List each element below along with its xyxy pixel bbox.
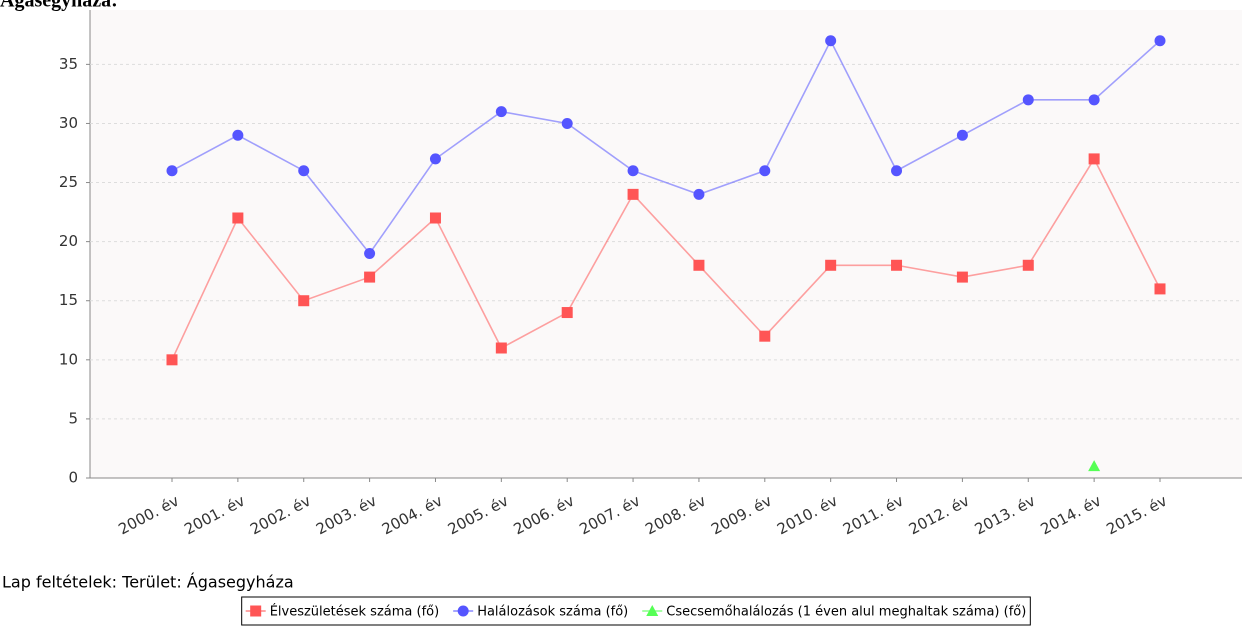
y-tick-label: 10 bbox=[59, 350, 78, 368]
x-tick-label: 2006. év bbox=[511, 492, 578, 539]
x-tick-label: 2001. év bbox=[181, 492, 248, 539]
series-line bbox=[171, 157, 1161, 361]
legend-label: Halálozások száma (fő) bbox=[477, 605, 628, 620]
series-line bbox=[171, 38, 1161, 255]
y-tick-label: 30 bbox=[59, 114, 78, 132]
marker bbox=[693, 259, 705, 271]
plot-area bbox=[90, 10, 1242, 478]
legend-marker bbox=[646, 605, 659, 616]
marker bbox=[561, 117, 573, 129]
footer: Lap feltételek: Terület: Ágasegyháza bbox=[2, 573, 294, 592]
x-tick-label: 2003. év bbox=[313, 492, 380, 539]
legend-label: Élveszületések száma (fő) bbox=[270, 604, 440, 620]
marker bbox=[1154, 283, 1166, 295]
marker bbox=[1022, 259, 1034, 271]
x-tick-label: 2007. év bbox=[576, 492, 643, 539]
x-tick-label: 2010. év bbox=[774, 492, 841, 539]
legend-marker bbox=[457, 605, 469, 617]
marker bbox=[232, 212, 244, 224]
x-tick-label: 2013. év bbox=[972, 492, 1039, 539]
x-tick-label: 2014. év bbox=[1038, 492, 1105, 539]
marker bbox=[232, 129, 244, 141]
marker bbox=[166, 165, 178, 177]
y-tick-label: 5 bbox=[68, 409, 78, 427]
marker bbox=[166, 354, 178, 366]
marker bbox=[364, 271, 376, 283]
marker bbox=[759, 165, 771, 177]
legend: Élveszületések száma (fő) Halálozások szá… bbox=[241, 596, 1031, 626]
marker bbox=[956, 129, 968, 141]
marker bbox=[364, 247, 376, 259]
marker bbox=[1022, 94, 1034, 106]
x-tick-label: 2000. év bbox=[115, 492, 182, 539]
marker bbox=[825, 35, 837, 47]
x-tick-label: 2004. év bbox=[379, 492, 446, 539]
x-tick-label: 2011. év bbox=[840, 492, 907, 539]
marker bbox=[1088, 460, 1101, 472]
marker bbox=[298, 165, 310, 177]
marker bbox=[429, 212, 441, 224]
marker bbox=[1088, 94, 1100, 106]
marker bbox=[956, 271, 968, 283]
marker bbox=[429, 153, 441, 165]
x-tick-label: 2005. év bbox=[445, 492, 512, 539]
x-tick-label: 2015. év bbox=[1103, 492, 1170, 539]
marker bbox=[561, 307, 573, 319]
chart-title: Ágasegyháza: bbox=[0, 0, 118, 12]
legend-marker bbox=[250, 605, 262, 617]
marker bbox=[825, 259, 837, 271]
x-tick-label: 2009. év bbox=[708, 492, 775, 539]
legend-box bbox=[241, 596, 1031, 626]
marker bbox=[891, 165, 903, 177]
marker bbox=[891, 259, 903, 271]
marker bbox=[1154, 35, 1166, 47]
marker bbox=[627, 165, 639, 177]
marker bbox=[495, 106, 507, 118]
marker bbox=[627, 188, 639, 200]
marker bbox=[759, 330, 771, 342]
y-tick-label: 15 bbox=[59, 291, 78, 309]
y-tick-label: 35 bbox=[59, 55, 78, 73]
marker bbox=[1088, 153, 1100, 165]
x-tick-label: 2002. év bbox=[247, 492, 314, 539]
marker bbox=[693, 188, 705, 200]
marker bbox=[495, 342, 507, 354]
x-tick-label: 2012. év bbox=[906, 492, 973, 539]
legend-label: Csecsemőhalálozás (1 éven alul meghaltak… bbox=[666, 605, 1026, 620]
x-tick-label: 2008. év bbox=[642, 492, 709, 539]
y-tick-label: 25 bbox=[59, 173, 78, 191]
marker bbox=[298, 295, 310, 307]
y-tick-label: 20 bbox=[59, 232, 78, 250]
y-tick-label: 0 bbox=[68, 469, 78, 487]
